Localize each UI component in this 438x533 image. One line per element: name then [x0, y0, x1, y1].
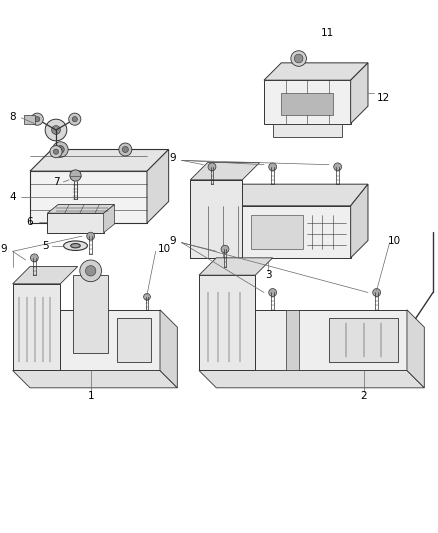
Ellipse shape: [64, 241, 88, 251]
Polygon shape: [24, 115, 35, 124]
Polygon shape: [281, 93, 333, 115]
Polygon shape: [73, 275, 108, 353]
Circle shape: [53, 142, 68, 157]
Circle shape: [208, 163, 216, 171]
Polygon shape: [351, 63, 368, 124]
Text: 10: 10: [158, 244, 171, 254]
Polygon shape: [160, 310, 177, 388]
Circle shape: [119, 143, 132, 156]
Polygon shape: [47, 205, 114, 213]
Polygon shape: [407, 310, 424, 388]
Circle shape: [294, 54, 303, 63]
Text: 12: 12: [377, 93, 390, 102]
Bar: [108, 154, 119, 163]
Text: 10: 10: [388, 236, 400, 246]
Circle shape: [221, 245, 229, 253]
Polygon shape: [264, 80, 351, 124]
Circle shape: [373, 288, 381, 296]
Circle shape: [268, 288, 276, 296]
Circle shape: [57, 146, 64, 154]
Circle shape: [53, 149, 59, 154]
Circle shape: [72, 117, 78, 122]
Circle shape: [291, 51, 307, 66]
Polygon shape: [329, 319, 398, 362]
Polygon shape: [47, 213, 104, 233]
Circle shape: [122, 147, 128, 152]
Polygon shape: [251, 214, 303, 249]
Circle shape: [50, 146, 62, 158]
Polygon shape: [13, 370, 177, 388]
Polygon shape: [104, 205, 114, 233]
Circle shape: [85, 265, 96, 276]
Circle shape: [144, 294, 150, 300]
Text: 1: 1: [87, 392, 94, 401]
Circle shape: [30, 254, 38, 262]
Circle shape: [268, 163, 276, 171]
Polygon shape: [199, 258, 272, 275]
Text: 7: 7: [53, 177, 59, 187]
Polygon shape: [199, 310, 407, 370]
Polygon shape: [30, 150, 169, 171]
Polygon shape: [286, 310, 299, 370]
Circle shape: [80, 260, 102, 281]
Polygon shape: [13, 310, 160, 370]
Circle shape: [35, 117, 40, 122]
Polygon shape: [264, 63, 368, 80]
Circle shape: [69, 113, 81, 125]
Circle shape: [70, 170, 81, 181]
Polygon shape: [30, 171, 147, 223]
Polygon shape: [117, 319, 151, 362]
Bar: [91, 154, 102, 163]
Text: 3: 3: [265, 270, 272, 280]
Text: 9: 9: [170, 153, 177, 163]
Polygon shape: [199, 275, 255, 370]
Text: 4: 4: [9, 192, 16, 202]
Text: 5: 5: [42, 241, 49, 251]
Circle shape: [295, 37, 303, 45]
Polygon shape: [351, 184, 368, 258]
Circle shape: [45, 119, 67, 141]
Polygon shape: [191, 184, 368, 206]
Ellipse shape: [71, 244, 80, 248]
Text: 8: 8: [9, 112, 16, 122]
Polygon shape: [191, 206, 351, 258]
Circle shape: [334, 163, 342, 171]
Polygon shape: [13, 266, 78, 284]
Bar: [73, 154, 84, 163]
Text: 9: 9: [1, 244, 7, 254]
Text: 11: 11: [320, 28, 334, 37]
Text: 6: 6: [27, 217, 33, 227]
Polygon shape: [147, 150, 169, 223]
Text: 2: 2: [360, 392, 367, 401]
Polygon shape: [13, 284, 60, 370]
Circle shape: [52, 126, 60, 134]
Circle shape: [87, 232, 95, 240]
Polygon shape: [191, 163, 260, 180]
Polygon shape: [191, 180, 242, 258]
Polygon shape: [272, 124, 342, 136]
Circle shape: [31, 113, 43, 125]
Text: 9: 9: [170, 236, 177, 246]
Polygon shape: [199, 370, 424, 388]
